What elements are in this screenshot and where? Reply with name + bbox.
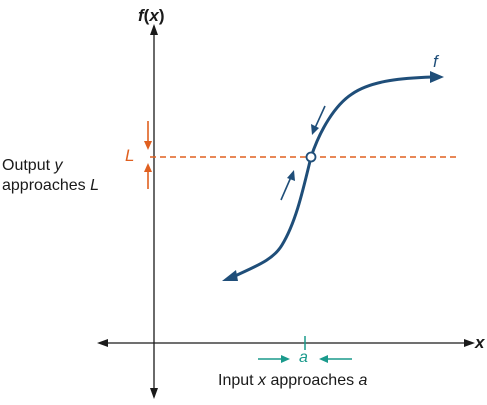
x-axis-left-arrow — [97, 339, 108, 347]
x-axis-label: x — [475, 333, 485, 352]
function-curve-lower — [228, 156, 313, 281]
curve-right-arrowhead — [430, 71, 444, 83]
x-axis-right-arrow — [464, 339, 475, 347]
y-axis-label-f: f — [138, 6, 144, 25]
y-axis-top-arrow — [150, 24, 158, 35]
curve-approach-arrows — [280, 105, 326, 201]
y-axis-bottom-arrow — [150, 388, 158, 399]
output-caption-line1: Output y — [2, 157, 63, 174]
function-curve-upper — [309, 75, 433, 158]
input-caption: Input x approaches a — [218, 372, 368, 389]
y-axis-label: f(x) — [138, 6, 164, 26]
output-caption-line2: approaches L — [2, 177, 99, 194]
y-axis-label-open: ( — [143, 6, 150, 25]
a-label: a — [299, 349, 308, 366]
output-caption: Output y approaches L — [2, 156, 99, 196]
open-point-hole — [305, 151, 317, 163]
curve-left-arrowhead — [222, 270, 238, 281]
output-converging-arrows — [144, 121, 152, 189]
limit-label: L — [125, 146, 135, 165]
y-axis-label-close: ) — [158, 6, 165, 25]
input-converging-arrows — [258, 355, 352, 363]
y-axis-label-x: x — [149, 6, 159, 25]
curve-label: f — [433, 52, 438, 71]
